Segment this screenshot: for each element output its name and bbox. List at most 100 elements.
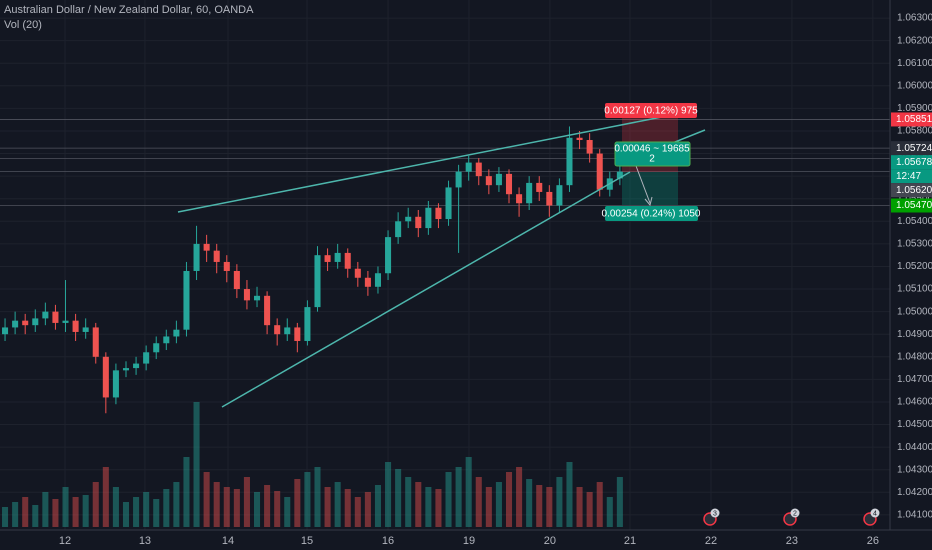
candle-body bbox=[102, 356, 109, 398]
volume-bar bbox=[334, 482, 341, 527]
candle-body bbox=[82, 327, 89, 332]
candle-body bbox=[2, 327, 9, 335]
candle-body bbox=[586, 140, 593, 154]
candle-body bbox=[233, 270, 240, 290]
volume-bar bbox=[405, 477, 412, 527]
trend-line-lower[interactable] bbox=[221, 171, 631, 408]
volume-bar bbox=[102, 467, 109, 527]
y-tick-label: 1.04800 bbox=[897, 351, 932, 362]
volume-bar bbox=[193, 402, 200, 527]
volume-bar bbox=[586, 492, 593, 527]
candle-body bbox=[243, 289, 250, 301]
candle-body bbox=[415, 216, 422, 229]
volume-bar bbox=[385, 462, 392, 527]
chart-title: Australian Dollar / New Zealand Dollar, … bbox=[4, 4, 254, 16]
candle-body bbox=[435, 207, 442, 220]
volume-bar bbox=[576, 487, 583, 527]
measure-box bbox=[614, 141, 691, 167]
volume-bar bbox=[354, 497, 361, 527]
price-axis bbox=[890, 0, 932, 550]
volume-bar bbox=[425, 487, 432, 527]
y-tick-label: 1.04300 bbox=[897, 464, 932, 475]
candle-body bbox=[334, 252, 341, 262]
volume-bar bbox=[233, 489, 240, 527]
candle-body bbox=[253, 295, 261, 301]
x-tick-label: 14 bbox=[222, 535, 234, 547]
x-tick-label: 21 bbox=[624, 535, 636, 547]
y-tick-label: 1.05300 bbox=[897, 239, 932, 250]
volume-bar bbox=[223, 487, 230, 527]
price-label: 1.05470 bbox=[896, 200, 932, 211]
candle-body bbox=[485, 176, 492, 186]
volume-bar bbox=[475, 477, 482, 527]
candle-body bbox=[213, 250, 220, 262]
volume-bar bbox=[32, 505, 39, 527]
x-tick-label: 26 bbox=[867, 535, 879, 547]
arrow-head bbox=[644, 196, 653, 207]
candle-body bbox=[536, 182, 543, 192]
volume-bar bbox=[616, 477, 623, 527]
y-tick-label: 1.05900 bbox=[897, 103, 932, 114]
volume-bar bbox=[314, 467, 321, 527]
volume-bar bbox=[22, 497, 29, 527]
volume-bar bbox=[374, 485, 381, 527]
price-label: 1.05620 bbox=[896, 185, 932, 196]
price-label-box bbox=[891, 112, 932, 127]
volume-bar bbox=[42, 492, 49, 527]
candle-body bbox=[596, 153, 603, 190]
volume-bar bbox=[395, 469, 402, 527]
event-count: 3 bbox=[713, 510, 717, 517]
volume-bar bbox=[133, 497, 140, 527]
volume-bar bbox=[72, 497, 79, 527]
candle-body bbox=[223, 261, 230, 271]
candle-body bbox=[12, 320, 19, 328]
x-tick-label: 23 bbox=[786, 535, 798, 547]
volume-bar bbox=[596, 482, 603, 527]
target-zone[interactable] bbox=[622, 172, 678, 205]
target-label-box bbox=[605, 206, 698, 221]
volume-bar bbox=[274, 491, 281, 527]
volume-bar bbox=[122, 502, 130, 527]
candle-body bbox=[203, 243, 210, 251]
volume-bar bbox=[324, 487, 331, 527]
candle-body bbox=[616, 171, 623, 179]
x-tick-label: 16 bbox=[382, 535, 394, 547]
candle-body bbox=[344, 252, 351, 269]
trend-line-upper[interactable] bbox=[177, 114, 673, 213]
candle-body bbox=[324, 255, 331, 262]
candle-body bbox=[62, 320, 69, 323]
candle-body bbox=[122, 368, 130, 371]
measure-bars: 2 bbox=[649, 154, 655, 165]
y-tick-label: 1.06200 bbox=[897, 35, 932, 46]
candle-body bbox=[556, 185, 563, 206]
volume-bar bbox=[52, 499, 59, 527]
candle-body bbox=[163, 336, 170, 344]
volume-bar bbox=[112, 487, 119, 527]
price-label-box bbox=[891, 183, 932, 198]
y-tick-label: 1.04400 bbox=[897, 442, 932, 453]
x-tick-label: 19 bbox=[463, 535, 475, 547]
candle-body bbox=[153, 343, 160, 353]
x-tick-label: 15 bbox=[301, 535, 313, 547]
volume-bar bbox=[153, 499, 160, 527]
volume-bar bbox=[516, 467, 523, 527]
volume-bar bbox=[203, 472, 210, 527]
y-tick-label: 1.04100 bbox=[897, 510, 932, 521]
x-tick-label: 13 bbox=[139, 535, 151, 547]
volume-bar bbox=[546, 487, 553, 527]
volume-bar bbox=[2, 507, 9, 527]
candle-body bbox=[505, 173, 513, 195]
candle-body bbox=[385, 237, 392, 274]
volume-bar bbox=[264, 485, 271, 527]
candle-body bbox=[546, 191, 553, 206]
candle-body bbox=[495, 173, 502, 186]
volume-bar bbox=[82, 495, 89, 527]
countdown: 12:47 bbox=[896, 171, 921, 182]
candle-body bbox=[143, 352, 150, 364]
volume-bar bbox=[284, 497, 291, 527]
volume-bar bbox=[606, 497, 613, 527]
price-label: 1.05851 bbox=[896, 114, 932, 125]
event-badge bbox=[870, 508, 880, 518]
volume-bar bbox=[465, 457, 472, 527]
